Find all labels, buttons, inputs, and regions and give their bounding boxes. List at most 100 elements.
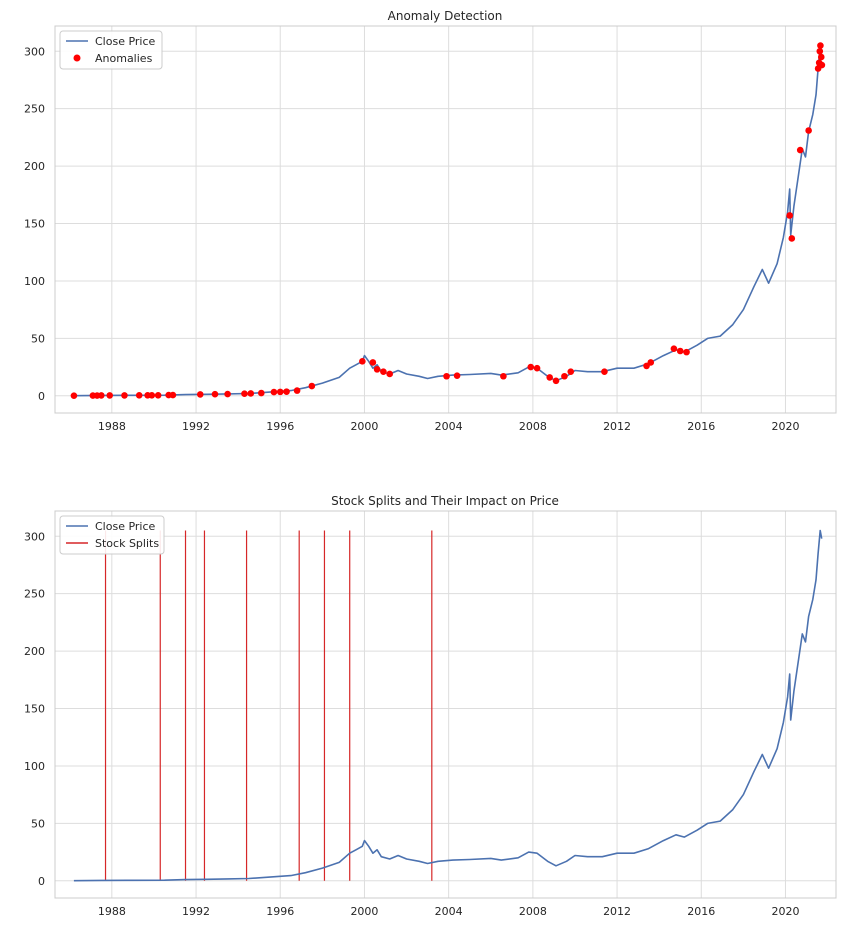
- x-tick-label: 2008: [519, 905, 547, 918]
- anomaly-point: [148, 392, 156, 399]
- close-price-line: [73, 529, 823, 882]
- x-tick-label: 2000: [350, 420, 378, 433]
- y-tick-label: 50: [31, 332, 45, 345]
- anomaly-point: [270, 388, 278, 396]
- anomaly-point: [359, 358, 366, 365]
- anomaly-point: [453, 372, 461, 379]
- x-axis-ticks: 1988 1992 1996 2000 2004 2008 2012 2016 2020: [98, 905, 800, 918]
- x-tick-label: 2004: [435, 905, 463, 918]
- anomaly-point: [601, 368, 608, 375]
- legend-label-anomalies: Anomalies: [95, 52, 153, 65]
- plot-marks: [73, 529, 823, 882]
- y-tick-label: 200: [24, 645, 45, 658]
- y-tick-label: 150: [24, 218, 45, 231]
- anomaly-point: [293, 387, 301, 394]
- x-tick-label: 2000: [350, 905, 378, 918]
- axes-frame: [54, 25, 837, 414]
- anomaly-point: [818, 61, 826, 69]
- anomaly-point: [788, 235, 796, 242]
- x-tick-label: 2016: [687, 905, 715, 918]
- anomaly-point: [683, 348, 690, 356]
- x-tick-label: 2020: [771, 905, 799, 918]
- legend: Close Price Stock Splits: [59, 515, 165, 555]
- anomaly-point: [533, 364, 541, 372]
- y-tick-label: 50: [31, 817, 45, 830]
- y-tick-label: 0: [38, 875, 45, 888]
- anomaly-point: [443, 372, 450, 380]
- stock-splits-panel: Stock Splits and Their Impact on Price 0…: [24, 494, 837, 918]
- anomaly-point: [135, 392, 143, 399]
- anomaly-point: [380, 368, 387, 375]
- anomaly-point: [224, 390, 231, 398]
- anomaly-point: [241, 390, 248, 398]
- anomaly-point: [121, 392, 128, 399]
- y-axis-ticks: 0 50 100 150 200 250 300: [24, 530, 45, 888]
- x-tick-label: 1996: [266, 420, 294, 433]
- anomaly-point: [258, 389, 265, 397]
- legend-label-close-price: Close Price: [95, 520, 156, 533]
- y-axis-ticks: 0 50 100 150 200 250 300: [24, 45, 45, 403]
- anomaly-point: [561, 372, 568, 380]
- y-tick-label: 250: [24, 103, 45, 116]
- legend: Close Price Anomalies: [59, 30, 163, 70]
- anomaly-point: [247, 390, 255, 397]
- anomaly-point: [373, 366, 381, 373]
- y-tick-label: 250: [24, 588, 45, 601]
- anomaly-point: [500, 372, 507, 380]
- x-tick-label: 2012: [603, 905, 631, 918]
- plot-marks: [70, 42, 826, 399]
- x-tick-label: 2012: [603, 420, 631, 433]
- anomaly-point: [546, 374, 554, 381]
- x-tick-label: 2004: [435, 420, 463, 433]
- anomaly-point: [786, 212, 793, 219]
- y-tick-label: 150: [24, 703, 45, 716]
- legend-label-close-price: Close Price: [95, 35, 156, 48]
- x-tick-label: 2020: [771, 420, 799, 433]
- anomaly-point: [276, 388, 284, 396]
- anomaly-point: [676, 347, 684, 355]
- y-tick-label: 100: [24, 275, 45, 288]
- x-axis-ticks: 1988 1992 1996 2000 2004 2008 2012 2016 2020: [98, 420, 800, 433]
- chart-title: Anomaly Detection: [388, 9, 503, 23]
- anomaly-point: [567, 368, 575, 375]
- anomaly-point: [283, 388, 290, 395]
- anomaly-point: [154, 392, 162, 399]
- axes-frame: [54, 510, 837, 899]
- x-tick-label: 1992: [182, 905, 210, 918]
- anomaly-point: [308, 382, 316, 390]
- anomaly-point: [647, 359, 655, 366]
- x-tick-label: 1996: [266, 905, 294, 918]
- x-tick-label: 1988: [98, 905, 126, 918]
- anomaly-detection-panel: Anomaly Detection 0 50 100 150 200 250 300 198…: [24, 9, 837, 433]
- anomaly-point: [98, 392, 105, 399]
- legend-label-stock-splits: Stock Splits: [95, 537, 159, 550]
- y-tick-label: 0: [38, 390, 45, 403]
- x-tick-label: 1992: [182, 420, 210, 433]
- anomaly-point: [169, 391, 177, 399]
- x-tick-label: 2008: [519, 420, 547, 433]
- anomaly-point: [805, 127, 812, 134]
- y-tick-label: 300: [24, 45, 45, 58]
- gridlines: [55, 26, 836, 413]
- y-tick-label: 300: [24, 530, 45, 543]
- anomaly-point: [106, 392, 114, 399]
- anomaly-point: [817, 53, 825, 61]
- anomaly-point: [369, 359, 377, 366]
- anomaly-point: [796, 146, 804, 154]
- anomaly-point: [817, 42, 824, 49]
- anomaly-point: [70, 392, 78, 399]
- anomaly-point: [670, 345, 678, 352]
- x-tick-label: 2016: [687, 420, 715, 433]
- anomaly-point: [196, 391, 204, 398]
- legend-dot-marker: [73, 54, 81, 62]
- anomaly-point: [386, 370, 394, 378]
- anomaly-point: [211, 390, 219, 398]
- anomaly-point: [816, 47, 824, 55]
- x-tick-label: 1988: [98, 420, 126, 433]
- anomaly-point: [552, 377, 560, 385]
- chart-title: Stock Splits and Their Impact on Price: [331, 494, 559, 508]
- y-tick-label: 200: [24, 160, 45, 173]
